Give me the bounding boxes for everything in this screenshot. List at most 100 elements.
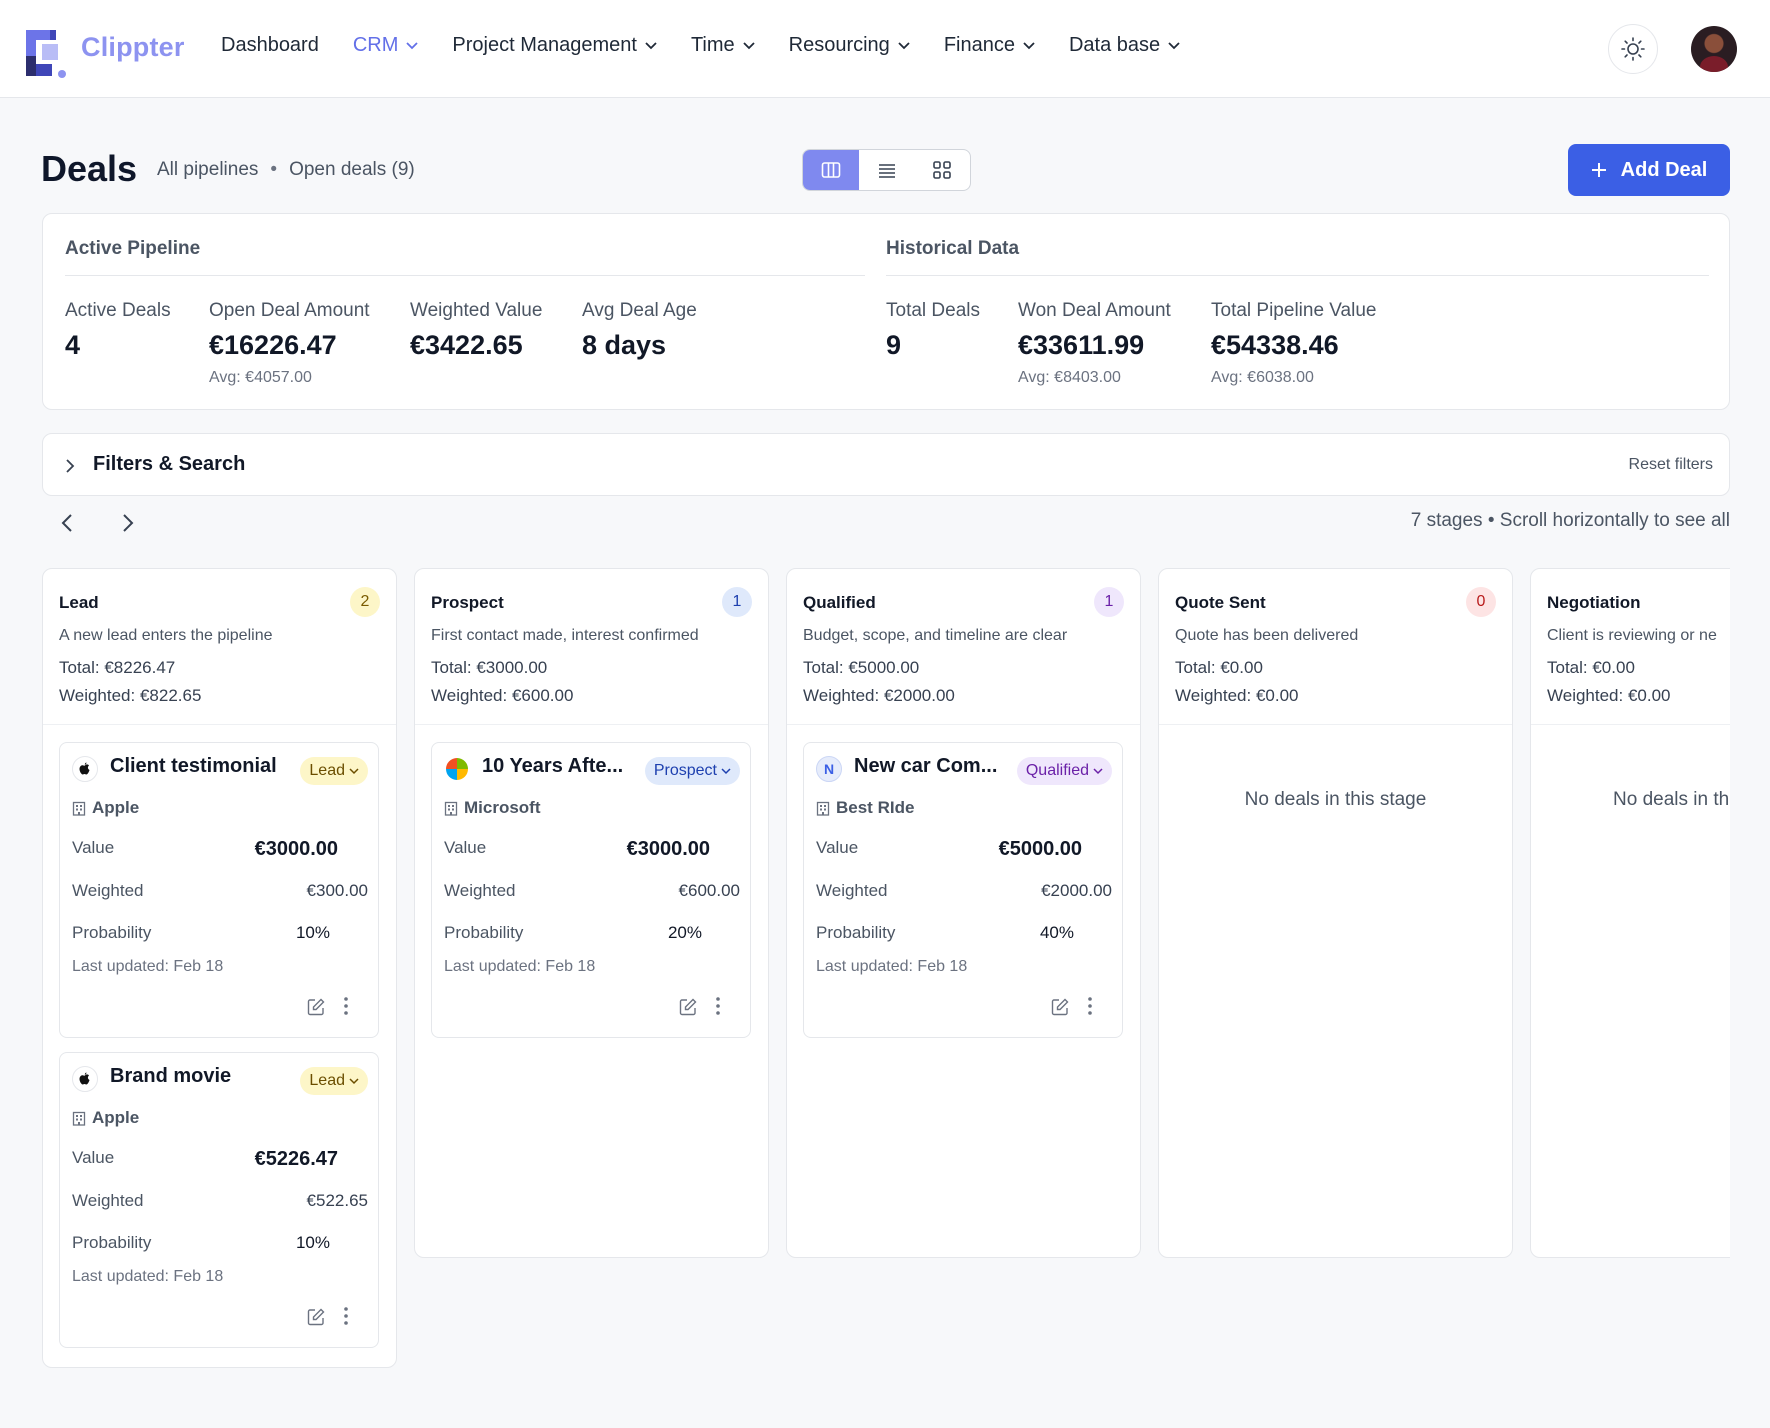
- apple-logo-icon: [72, 756, 98, 782]
- deal-weighted: €522.65: [306, 1191, 368, 1210]
- chevron-down-icon: [1093, 767, 1103, 774]
- deal-value-row: Value €3000.00: [444, 838, 740, 861]
- stages-scroll-note: 7 stages • Scroll horizontally to see al…: [1410, 510, 1730, 531]
- filters-title[interactable]: Filters & Search: [93, 453, 246, 475]
- stage-description: First contact made, interest confirmed: [431, 627, 699, 644]
- building-icon: [72, 801, 86, 816]
- company-initial-avatar: N: [816, 756, 842, 782]
- kanban-view-button[interactable]: [803, 150, 859, 190]
- deal-weighted: €2000.00: [1041, 881, 1112, 900]
- stage-badge-dropdown[interactable]: Qualified: [1016, 757, 1112, 785]
- deals-kanban-board: Lead 2 A new lead enters the pipeline To…: [42, 568, 1730, 1378]
- stage-name: Quote Sent: [1175, 593, 1266, 612]
- user-avatar[interactable]: [1691, 26, 1737, 72]
- list-view-button[interactable]: [859, 150, 915, 190]
- edit-icon[interactable]: [306, 997, 326, 1017]
- nav-finance[interactable]: Finance: [944, 34, 1035, 57]
- filters-search-panel[interactable]: Filters & Search Reset filters: [42, 433, 1730, 496]
- metric-won-deal-amount: Won Deal Amount €33611.99 Avg: €8403.00: [1018, 300, 1171, 387]
- stage-badge-dropdown[interactable]: Lead: [300, 1067, 368, 1095]
- grid-icon: [933, 161, 951, 179]
- probability-label: Probability: [444, 923, 524, 942]
- deal-value-row: Value €5226.47: [72, 1148, 368, 1171]
- divider: [886, 275, 1709, 276]
- deal-title[interactable]: Client testimonial: [110, 755, 277, 777]
- nav-time[interactable]: Time: [691, 34, 755, 57]
- reset-filters-button[interactable]: Reset filters: [1628, 456, 1713, 473]
- nav-finance-label: Finance: [943, 34, 1015, 56]
- metric-label: Weighted Value: [410, 300, 543, 321]
- deal-card[interactable]: Client testimonial Lead Apple Value €300…: [59, 742, 379, 1038]
- deal-weighted-row: Weighted €522.65: [72, 1191, 368, 1211]
- edit-icon[interactable]: [306, 1307, 326, 1327]
- deal-value-row: Value €5000.00: [816, 838, 1112, 861]
- building-icon: [72, 1111, 86, 1126]
- nav-project-management[interactable]: Project Management: [452, 34, 657, 57]
- edit-icon[interactable]: [1050, 997, 1070, 1017]
- pipeline-stats-panel: Active Pipeline Historical Data Active D…: [42, 213, 1730, 410]
- nav-database-label: Data base: [1068, 34, 1161, 56]
- nav-resourcing-label: Resourcing: [788, 34, 890, 56]
- deal-weighted-row: Weighted €600.00: [444, 881, 740, 901]
- building-icon: [816, 801, 830, 816]
- deal-card[interactable]: 10 Years Afte... Prospect Microsoft Valu…: [431, 742, 751, 1038]
- metric-average: Avg: €6038.00: [1211, 369, 1314, 386]
- add-deal-button[interactable]: Add Deal: [1568, 144, 1730, 196]
- chevron-right-icon[interactable]: [65, 458, 75, 474]
- more-vertical-icon[interactable]: [342, 995, 350, 1017]
- more-vertical-icon[interactable]: [342, 1305, 350, 1327]
- stage-total: Total: €0.00: [1175, 658, 1263, 677]
- edit-icon[interactable]: [678, 997, 698, 1017]
- scroll-right-button[interactable]: [113, 508, 143, 538]
- value-label: Value: [72, 838, 115, 857]
- company-label: Best RIde: [836, 798, 915, 817]
- stage-description: Quote has been delivered: [1175, 627, 1359, 644]
- deal-card[interactable]: Brand movie Lead Apple Value €5226.47 We…: [59, 1052, 379, 1348]
- deal-probability-row: Probability 20%: [444, 923, 740, 943]
- weighted-label: Weighted: [444, 881, 516, 900]
- main-nav: Dashboard CRM Project Management Time Re…: [221, 34, 1214, 57]
- stage-header: Quote Sent 0 Quote has been delivered To…: [1159, 569, 1512, 725]
- last-updated: Last updated: Feb 18: [816, 958, 968, 975]
- metric-avg-deal-age: Avg Deal Age 8 days: [582, 300, 697, 361]
- grid-view-button[interactable]: [914, 150, 970, 190]
- stage-badge-label: Lead: [309, 762, 345, 779]
- deal-title[interactable]: Brand movie: [110, 1065, 232, 1087]
- nav-time-label: Time: [690, 34, 735, 56]
- metric-value: 8 days: [582, 330, 667, 360]
- stage-badge-dropdown[interactable]: Lead: [300, 757, 368, 785]
- stage-badge-dropdown[interactable]: Prospect: [644, 757, 740, 785]
- stage-name: Prospect: [431, 593, 504, 612]
- deal-card[interactable]: N New car Com... Qualified Best RIde Val…: [803, 742, 1123, 1038]
- nav-crm[interactable]: CRM: [353, 34, 419, 57]
- deal-value: €3000.00: [254, 838, 338, 860]
- deal-probability-row: Probability 10%: [72, 1233, 368, 1253]
- nav-resourcing[interactable]: Resourcing: [789, 34, 910, 57]
- deal-title[interactable]: 10 Years Afte...: [482, 755, 624, 777]
- metric-label: Avg Deal Age: [582, 300, 697, 321]
- deal-probability: 10%: [295, 1233, 330, 1252]
- more-vertical-icon[interactable]: [1086, 995, 1094, 1017]
- brand-name[interactable]: Clippter: [81, 32, 185, 62]
- deal-value: €5000.00: [998, 838, 1082, 860]
- pipeline-filter-label[interactable]: All pipelines: [157, 159, 259, 180]
- weighted-label: Weighted: [72, 1191, 144, 1210]
- top-navigation-bar: Clippter Dashboard CRM Project Managemen…: [0, 0, 1770, 98]
- deal-title[interactable]: New car Com...: [854, 755, 998, 777]
- probability-label: Probability: [72, 1233, 152, 1252]
- stage-count-badge: 0: [1466, 587, 1496, 617]
- nav-database[interactable]: Data base: [1069, 34, 1180, 57]
- stage-weighted: Weighted: €2000.00: [803, 686, 955, 705]
- theme-toggle-button[interactable]: [1608, 24, 1658, 74]
- last-updated: Last updated: Feb 18: [444, 958, 596, 975]
- nav-dashboard[interactable]: Dashboard: [221, 34, 319, 57]
- more-vertical-icon[interactable]: [714, 995, 722, 1017]
- metric-label: Total Pipeline Value: [1211, 300, 1377, 321]
- metric-total-pipeline-value: Total Pipeline Value €54338.46 Avg: €603…: [1211, 300, 1376, 387]
- scroll-left-button[interactable]: [52, 508, 82, 538]
- separator-dot: •: [270, 159, 278, 180]
- deal-probability: 20%: [667, 923, 702, 942]
- metric-average: Avg: €8403.00: [1018, 369, 1121, 386]
- divider: [65, 275, 865, 276]
- deal-probability: 40%: [1039, 923, 1074, 942]
